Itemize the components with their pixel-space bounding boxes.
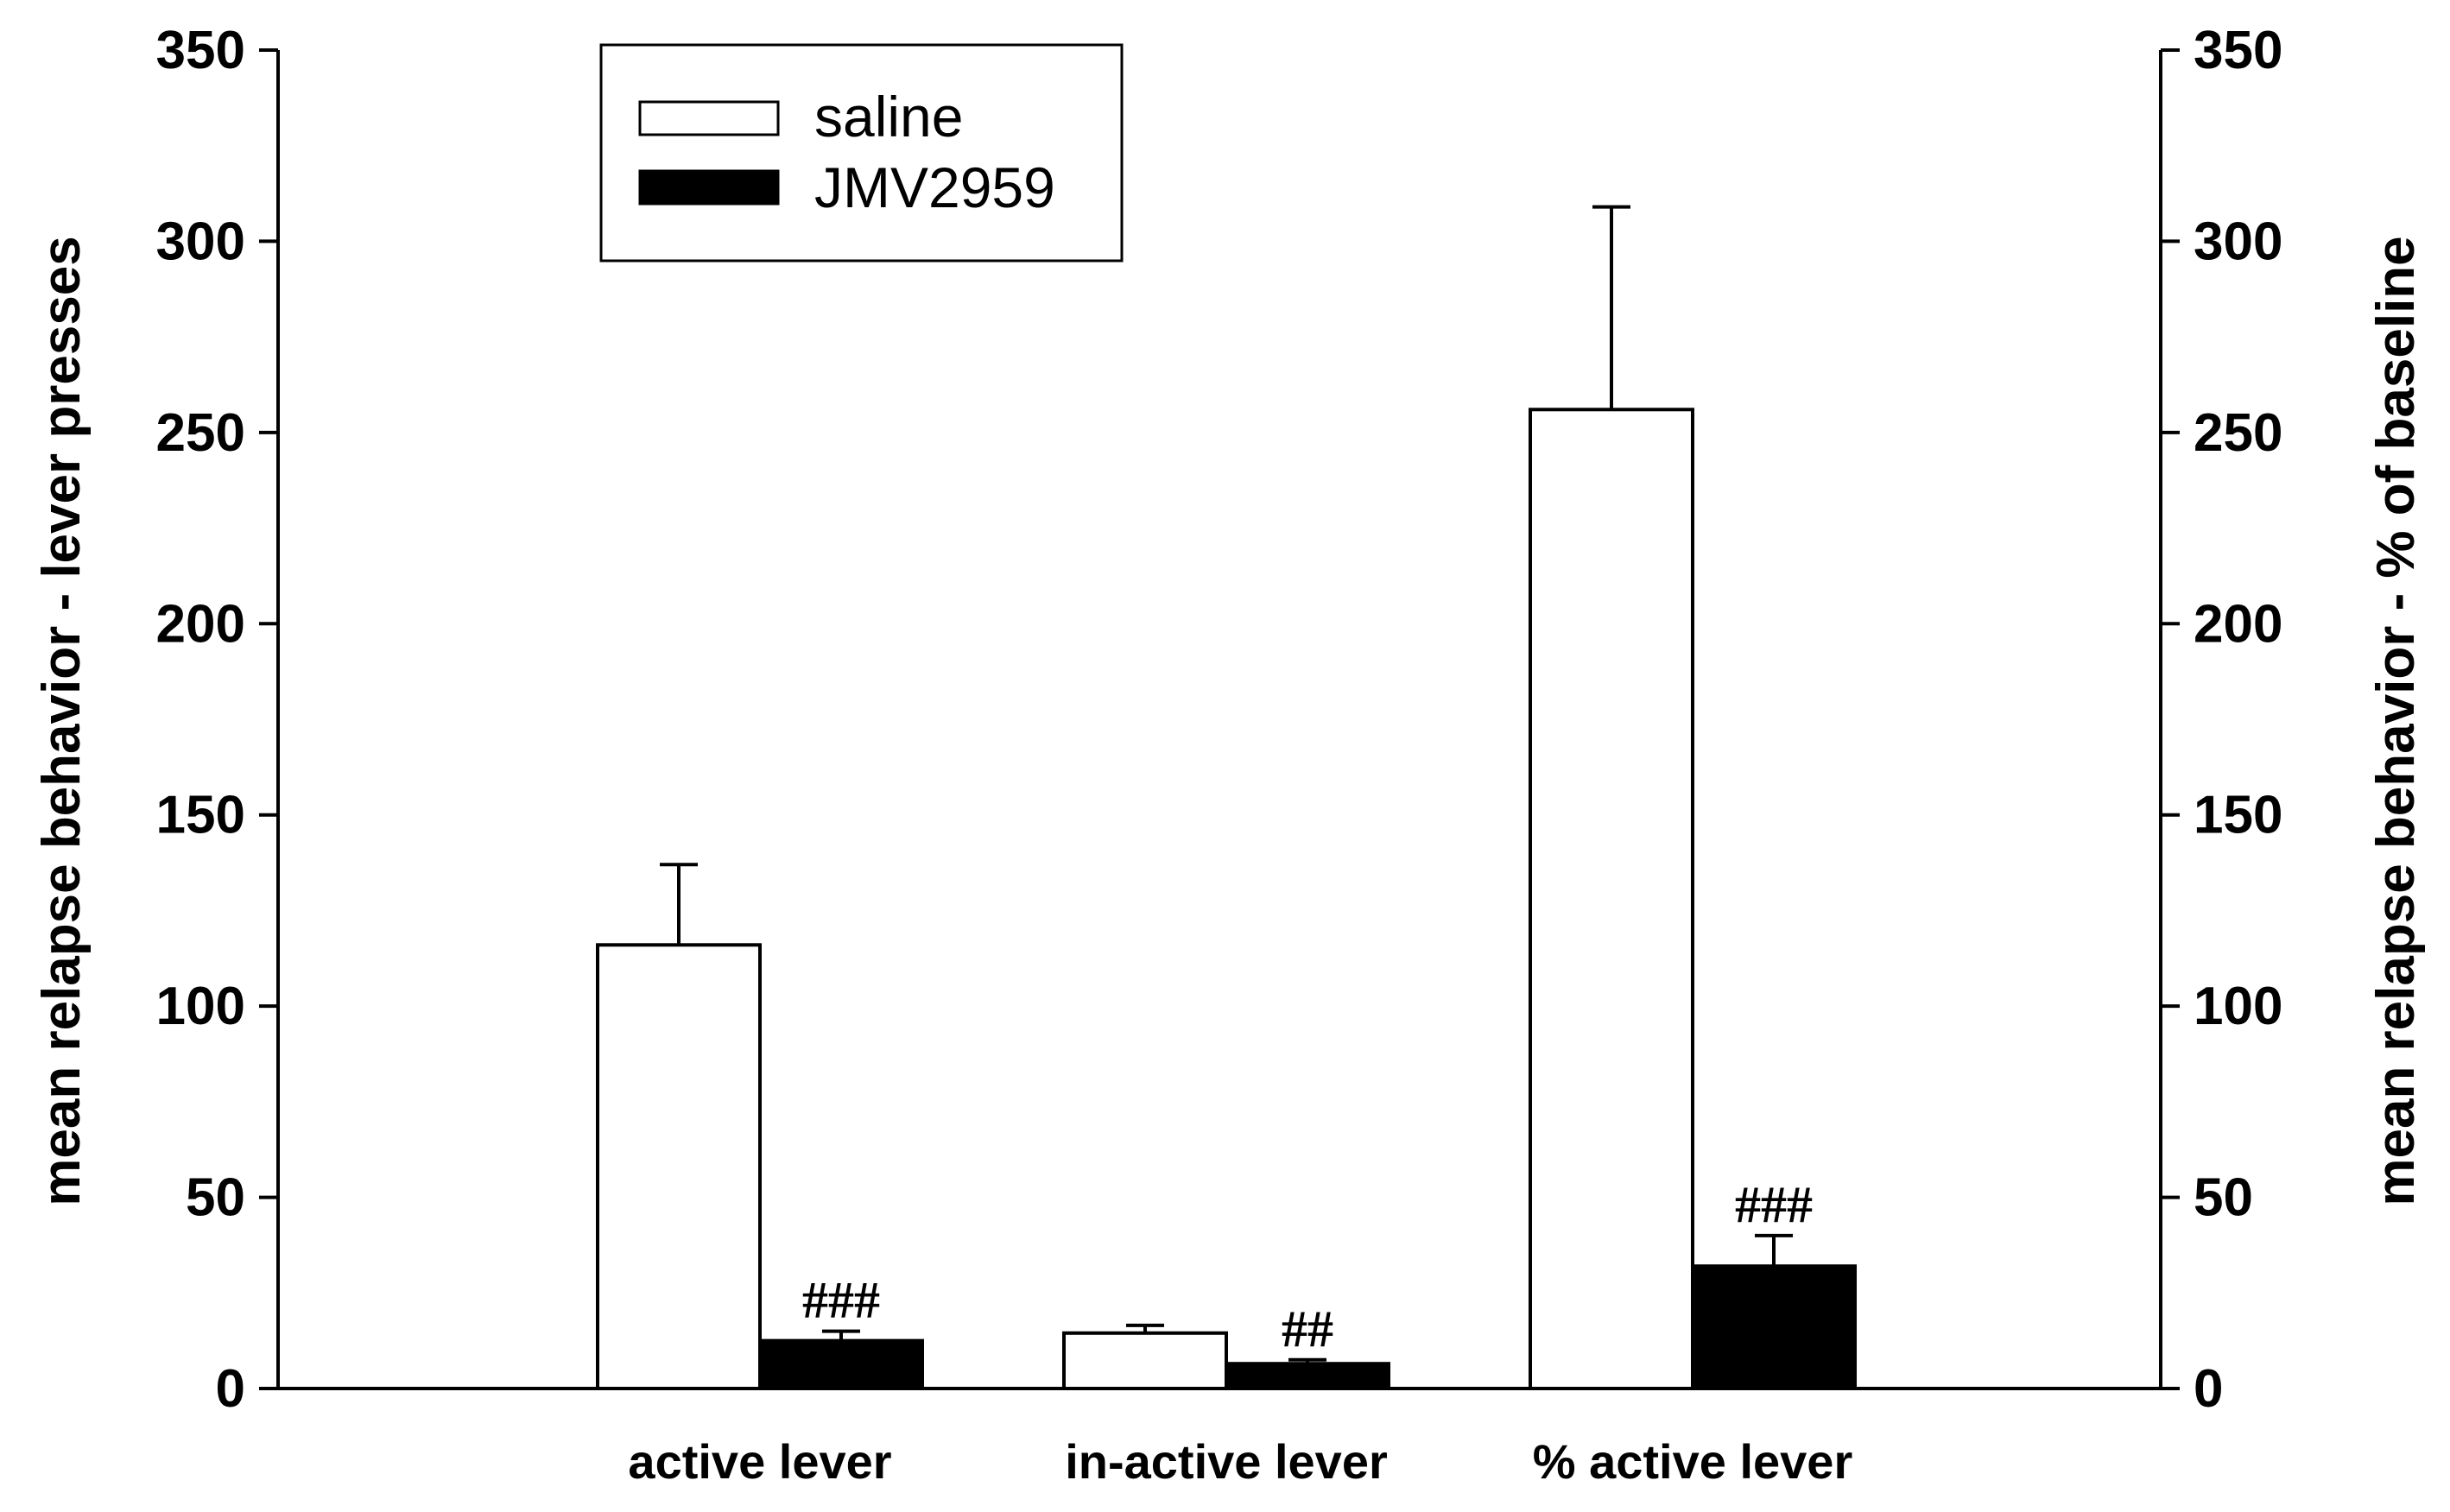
y-left-tick-label: 300 [156,212,245,271]
axes: 0 0 50 50 100 100 150 150 200 200 250 250 300 300 350 3… [156,21,2283,1419]
bar-jmv2959 [1691,1264,1857,1391]
legend-label-saline: saline [814,85,963,149]
bar-jmv2959 [1225,1362,1390,1390]
bar-saline [1529,408,1694,1390]
significance-label: ### [802,1272,880,1329]
y-right-tick-label: 100 [2194,977,2282,1036]
y-left-tick-label: 350 [156,21,245,80]
y-right-tick-label: 300 [2194,212,2282,271]
significance-annotations: ######## [802,1176,1813,1357]
category-labels: active lever in-active lever % active leve… [628,1434,1852,1489]
legend-swatch-saline [638,100,780,136]
y-left-tick-label: 0 [216,1359,245,1419]
legend: saline JMV2959 [599,43,1124,263]
legend-swatch-jmv2959 [638,169,780,206]
y-left-tick-label: 200 [156,594,245,654]
category-label: % active lever [1533,1434,1852,1489]
significance-label: ### [1735,1176,1813,1233]
y-left-tick-label: 100 [156,977,245,1036]
y-right-tick-label: 250 [2194,403,2282,463]
bar-saline [1062,1331,1228,1391]
bar-jmv2959 [758,1338,924,1390]
error-bars [660,205,1793,1364]
y-axis-right-title: mean relapse behavior - % of baseline [2366,236,2426,1205]
significance-label: ## [1282,1300,1333,1357]
y-right-tick-label: 0 [2194,1359,2223,1419]
y-left-tick-label: 250 [156,403,245,463]
category-label: in-active lever [1065,1434,1388,1489]
y-right-tick-label: 50 [2194,1168,2253,1228]
y-left-tick-label: 50 [186,1168,245,1228]
y-axis-left-title: mean relapse behavior - lever presses [32,236,92,1206]
y-left-tick-label: 150 [156,786,245,845]
legend-label-jmv2959: JMV2959 [814,155,1055,219]
y-right-tick-label: 350 [2194,21,2282,80]
bars [596,408,1857,1391]
y-right-tick-label: 150 [2194,786,2282,845]
y-right-tick-label: 200 [2194,594,2282,654]
legend-box [599,43,1124,263]
bar-saline [596,943,762,1391]
category-label: active lever [628,1434,891,1489]
